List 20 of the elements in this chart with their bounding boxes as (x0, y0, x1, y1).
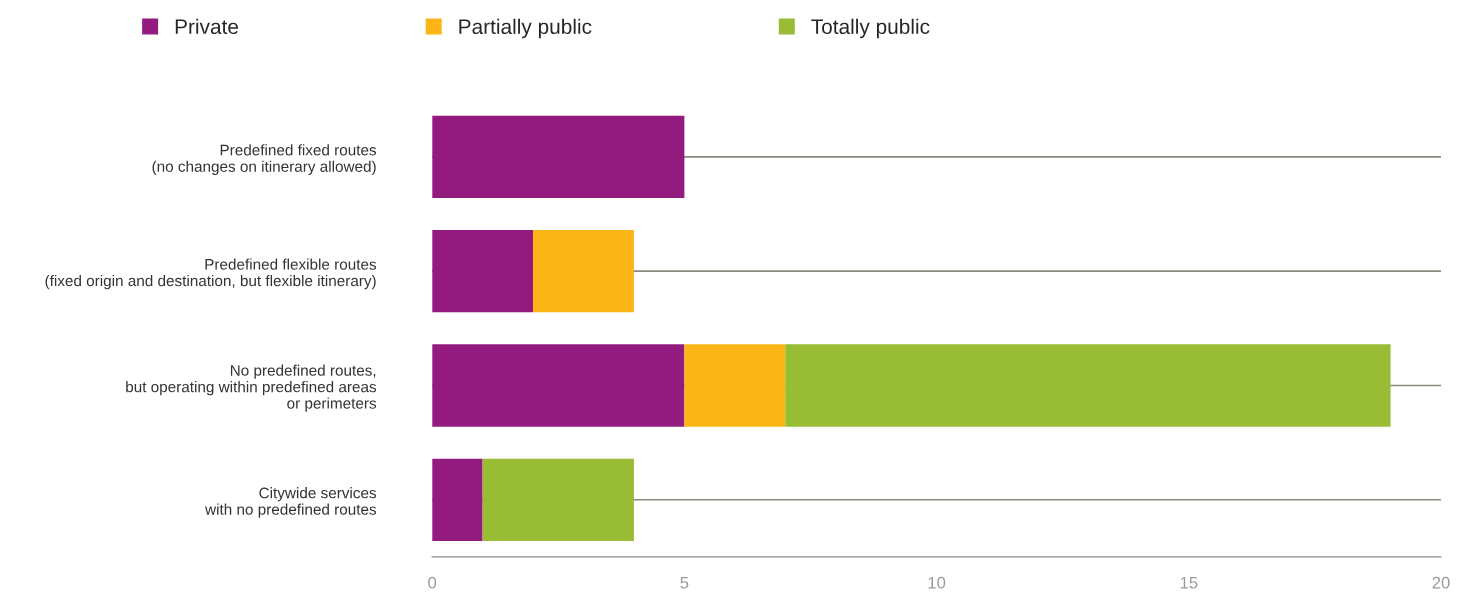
legend-label: Partially public (459, 18, 592, 39)
x-tick-label: 5 (680, 576, 689, 589)
legend-label: Private (175, 18, 239, 35)
bar (684, 344, 786, 427)
bar (482, 458, 634, 541)
bar (432, 458, 483, 541)
y-tick-label: Predefined fixed routes (no changes on itinerary allowed) (152, 144, 377, 175)
x-tick-label: 15 (1180, 576, 1198, 589)
legend-label: Totally public (811, 18, 930, 39)
bar (432, 344, 685, 427)
bar (533, 230, 634, 313)
x-tick-label: 0 (428, 576, 437, 589)
y-tick-label: No predefined routes, but operating within predefined areas or perimeters (126, 364, 377, 412)
x-tick-label: 20 (1432, 576, 1450, 589)
bar (432, 230, 534, 313)
bar (785, 344, 1391, 427)
y-tick-label: Citywide services with no predefined routes (205, 487, 377, 518)
bar (432, 115, 685, 199)
y-tick-label: Predefined flexible routes (fixed origin and destination, but flexible itinerary) (45, 258, 377, 290)
x-tick-label: 10 (928, 576, 946, 589)
